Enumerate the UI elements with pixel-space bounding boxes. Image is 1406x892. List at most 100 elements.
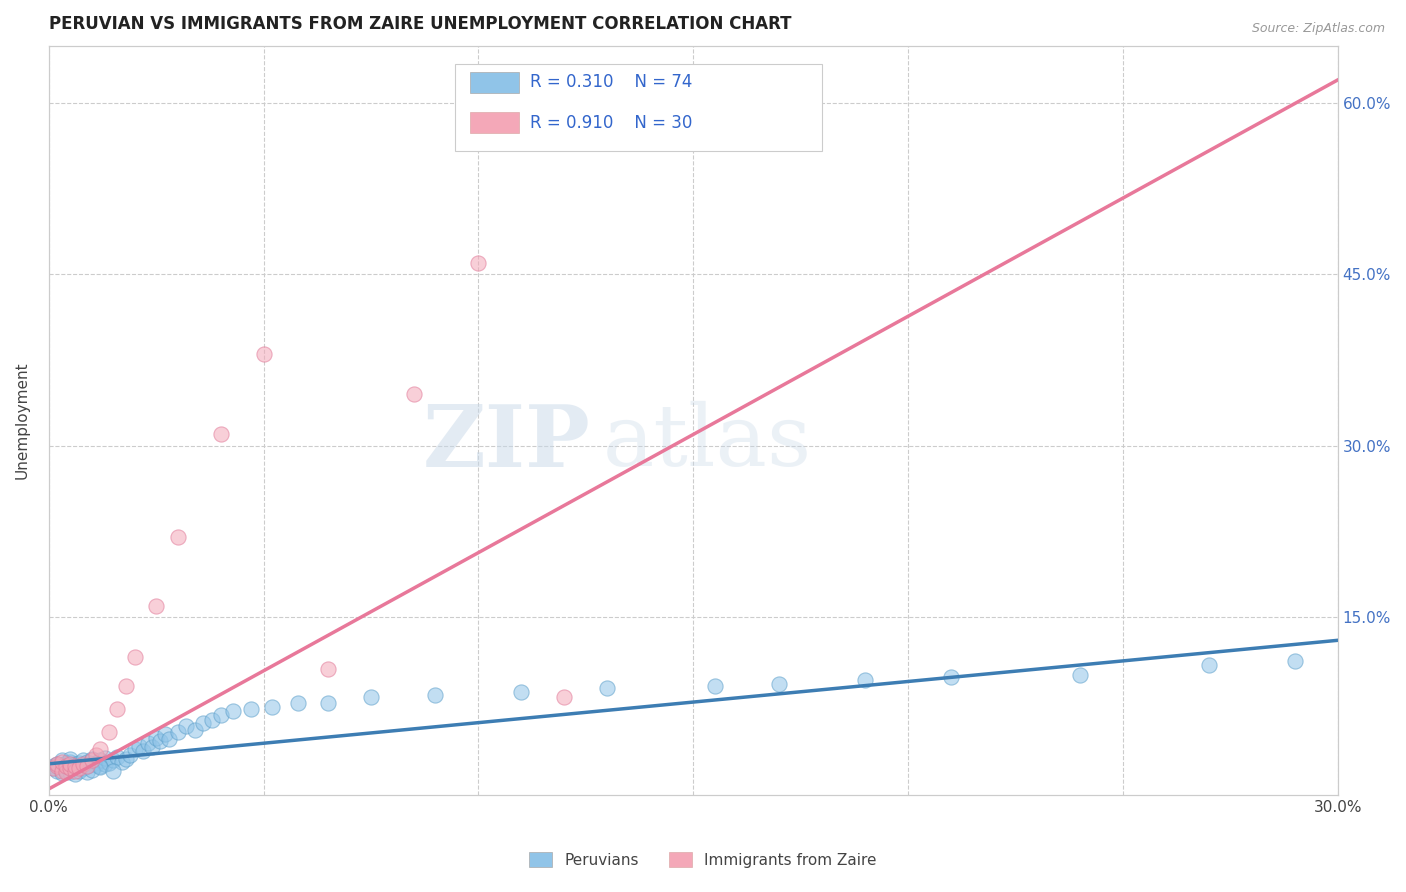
Point (63, 759, 86, 773)
Point (84, 747, 107, 762)
Point (42, 761, 65, 775)
Point (89, 759, 111, 773)
Point (201, 714, 224, 728)
Point (149, 734, 172, 748)
Point (596, 681, 619, 696)
Point (67, 761, 90, 775)
Point (316, 662, 339, 676)
Text: R = 0.310    N = 74: R = 0.310 N = 74 (530, 73, 692, 91)
Point (55, 759, 77, 773)
Point (1069, 667, 1091, 681)
Point (59, 752, 82, 766)
Point (59, 758, 82, 772)
Text: ZIP: ZIP (422, 401, 591, 484)
Point (789, 130, 811, 145)
Point (84, 758, 107, 772)
Point (124, 650, 146, 665)
Point (72, 756, 94, 771)
Point (145, 599, 167, 613)
Point (42, 761, 65, 775)
Point (145, 731, 167, 745)
Point (63, 756, 86, 771)
Point (103, 764, 125, 778)
Point (402, 387, 425, 401)
Point (51, 764, 73, 778)
Point (46, 759, 69, 773)
Point (262, 699, 284, 714)
Point (55, 756, 77, 770)
Point (467, 256, 489, 270)
Point (120, 747, 142, 762)
Point (76, 759, 98, 773)
Point (166, 530, 188, 544)
Point (222, 704, 245, 718)
Point (115, 679, 138, 693)
Point (853, 673, 876, 688)
Point (42, 759, 65, 773)
Point (184, 723, 207, 737)
Point (46, 756, 69, 771)
Point (1284, 654, 1306, 668)
Point (97, 724, 120, 739)
Point (939, 670, 962, 684)
Point (55, 763, 77, 777)
Point (252, 347, 274, 361)
Point (67, 756, 90, 770)
Point (153, 727, 176, 741)
Text: Source: ZipAtlas.com: Source: ZipAtlas.com (1251, 22, 1385, 36)
Text: atlas: atlas (603, 401, 813, 484)
Point (51, 755, 73, 769)
Point (97, 756, 120, 770)
Point (209, 427, 232, 442)
Point (80, 756, 103, 771)
Point (93, 756, 115, 771)
Point (51, 761, 73, 775)
Point (72, 761, 94, 775)
Point (76, 764, 98, 779)
Point (67, 760, 90, 774)
Point (193, 715, 215, 730)
Point (132, 744, 155, 758)
Point (136, 736, 159, 750)
Point (51, 766, 73, 780)
Point (287, 696, 309, 710)
Point (59, 761, 82, 775)
Point (510, 685, 533, 699)
FancyBboxPatch shape (454, 64, 823, 151)
Point (63, 759, 86, 773)
FancyBboxPatch shape (470, 112, 519, 133)
Point (76, 755, 98, 769)
Point (89, 742, 111, 756)
Point (63, 764, 86, 778)
Point (360, 690, 382, 705)
Point (59, 755, 82, 769)
Point (89, 753, 111, 767)
Point (63, 767, 86, 781)
Point (84, 756, 107, 770)
FancyBboxPatch shape (470, 72, 519, 93)
Point (93, 751, 115, 765)
Legend: Peruvians, Immigrants from Zaire: Peruvians, Immigrants from Zaire (522, 844, 884, 875)
Point (768, 677, 790, 691)
Point (72, 758, 94, 772)
Point (107, 702, 129, 716)
Point (55, 764, 77, 779)
Point (166, 724, 188, 739)
Point (128, 739, 150, 753)
Point (103, 753, 125, 767)
Point (316, 696, 339, 710)
Point (72, 753, 94, 767)
Point (80, 752, 103, 766)
Point (553, 690, 575, 705)
Text: R = 0.910    N = 30: R = 0.910 N = 30 (530, 114, 692, 132)
Point (89, 760, 111, 774)
Point (51, 753, 73, 767)
Point (157, 731, 180, 746)
Point (703, 679, 725, 693)
Y-axis label: Unemployment: Unemployment (15, 361, 30, 479)
Point (55, 760, 77, 774)
Point (1198, 658, 1220, 673)
Point (239, 702, 262, 716)
Point (80, 753, 103, 767)
Point (174, 719, 197, 733)
